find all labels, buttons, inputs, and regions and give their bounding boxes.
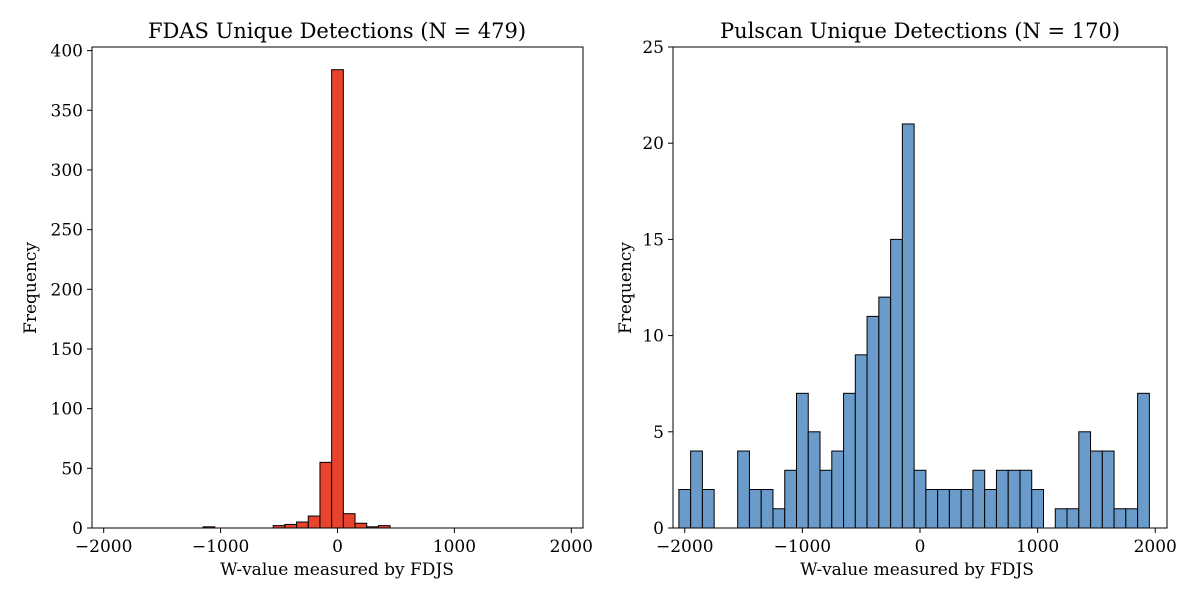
fdas-x-tick-label-1: −1000 [192,537,250,557]
fdas-x-tick-label-0: −2000 [75,537,133,557]
pulscan-bar-18 [913,469,927,529]
fdas-y-tick-label-0: 0 [72,519,83,539]
fdas-y-tick-label-7: 350 [51,101,83,121]
fdas-plot-frame [91,46,584,529]
pulscan-bar-32 [1090,450,1103,529]
pulscan-bar-33 [1101,450,1115,529]
pulscan-bar-28 [1031,489,1044,529]
pulscan-bar-8 [796,392,809,529]
fdas-y-tick-label-8: 400 [51,42,83,62]
pulscan-bar-15 [878,296,892,529]
pulscan-y-tick-label-1: 5 [653,423,664,443]
pulscan-bar-17 [901,123,915,529]
pulscan-bar-19 [925,489,939,529]
fdas-x-tick-label-2: 0 [332,537,343,557]
fdas-bar-6 [331,69,344,529]
pulscan-bar-23 [972,469,986,529]
pulscan-bar-29 [1054,508,1068,529]
pulscan-y-tick-label-3: 15 [642,230,664,250]
pulscan-histogram-panel: Pulscan Unique Detections (N = 170) −200… [616,19,1177,580]
fdas-y-tick-label-4: 200 [51,280,83,300]
pulscan-bar-26 [1007,469,1021,529]
fdas-bar-3 [296,521,309,529]
fdas-x-tick-label-4: 2000 [550,537,593,557]
pulscan-bar-36 [1137,392,1150,529]
pulscan-bar-2 [701,489,715,529]
pulscan-bar-4 [748,489,762,529]
pulscan-x-tick-label-1: −1000 [774,537,832,557]
pulscan-x-tick-label-4: 2000 [1134,537,1177,557]
pulscan-bar-1 [690,450,703,529]
pulscan-bar-0 [678,489,692,529]
fdas-y-tick-label-1: 50 [61,459,83,479]
pulscan-y-tick-label-0: 0 [653,519,664,539]
pulscan-bar-27 [1019,469,1033,529]
pulscan-x-tick-label-3: 1000 [1016,537,1059,557]
pulscan-bar-35 [1125,508,1139,529]
fdas-y-tick-label-3: 150 [51,340,83,360]
pulscan-bar-30 [1066,508,1080,529]
fdas-bar-4 [307,515,321,529]
pulscan-bar-16 [890,238,903,529]
fdas-axis-ticks: −2000 −1000 0 1000 2000 0 50 100 150 200 250 300 350… [51,42,593,557]
pulscan-bar-13 [854,354,868,529]
fdas-bar-8 [354,522,368,529]
pulscan-y-tick-label-4: 20 [642,134,664,154]
pulscan-bar-25 [995,469,1009,529]
pulscan-y-tick-label-2: 10 [642,327,664,347]
fdas-y-tick-label-5: 250 [51,221,83,241]
fdas-bar-7 [342,513,356,529]
fdas-y-tick-label-6: 300 [51,161,83,181]
pulscan-x-axis-label: W-value measured by FDJS [800,560,1034,580]
pulscan-bar-24 [984,489,997,529]
pulscan-chart-title: Pulscan Unique Detections (N = 170) [720,19,1120,43]
pulscan-bar-22 [960,489,974,529]
fdas-x-tick-label-3: 1000 [433,537,476,557]
pulscan-bar-5 [760,489,774,529]
pulscan-bar-3 [737,450,750,529]
fdas-histogram-panel: FDAS Unique Detections (N = 479) −2000 −1… [21,19,593,580]
fdas-y-axis-label: Frequency [21,242,41,334]
fdas-chart-title: FDAS Unique Detections (N = 479) [148,19,526,43]
pulscan-bar-34 [1113,508,1127,529]
pulscan-bar-6 [772,508,786,529]
pulscan-bar-10 [819,469,833,529]
pulscan-bar-31 [1078,431,1092,529]
pulscan-y-tick-label-5: 25 [642,38,664,58]
fdas-bar-2 [284,523,298,529]
fdas-x-axis-label: W-value measured by FDJS [220,560,454,580]
pulscan-plot-frame [672,46,1168,529]
pulscan-x-tick-label-0: −2000 [656,537,714,557]
pulscan-bar-11 [831,450,845,529]
pulscan-bar-7 [784,469,797,529]
pulscan-bar-9 [807,431,821,529]
pulscan-bar-12 [843,392,856,529]
pulscan-bar-14 [866,315,880,529]
pulscan-x-tick-label-2: 0 [915,537,926,557]
fdas-y-tick-label-2: 100 [51,400,83,420]
fdas-bar-5 [319,461,333,529]
pulscan-y-axis-label: Frequency [616,242,636,334]
pulscan-axis-ticks: −2000 −1000 0 1000 2000 0 5 10 15 20 25 [642,38,1177,557]
pulscan-bar-21 [948,489,962,529]
pulscan-bar-20 [937,489,950,529]
